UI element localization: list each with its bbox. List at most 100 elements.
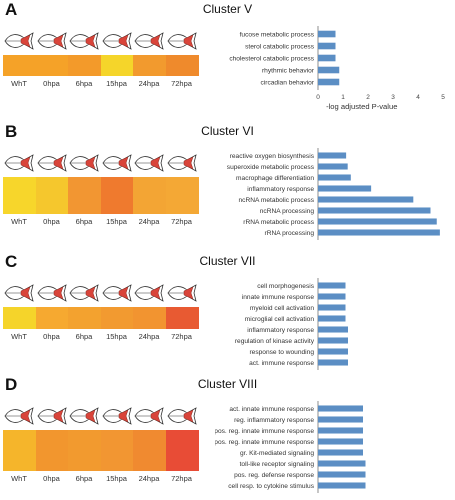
heatmap-cell — [100, 177, 134, 214]
timepoint-label: 0hpa — [43, 474, 60, 483]
fish-fin-icon — [134, 30, 164, 57]
fish-fin-icon — [4, 282, 34, 309]
bar — [318, 359, 348, 366]
timepoint-label: WhT — [11, 332, 27, 341]
heatmap-cell — [35, 177, 69, 214]
category-label: ncRNA processing — [260, 208, 315, 215]
timepoint-label: 24hpa — [138, 217, 160, 226]
fish-fin-icon — [37, 30, 67, 57]
category-label: inflammatory response — [247, 186, 314, 193]
fish-fin-icon — [69, 30, 99, 57]
bar — [318, 78, 340, 86]
x-tick-label: 5 — [441, 94, 445, 101]
heatmap-cell — [165, 55, 199, 76]
fish-fin-icon — [4, 405, 34, 432]
bar — [318, 207, 431, 214]
category-label: act. immune response — [249, 360, 314, 367]
fish-fin-icon — [134, 405, 164, 432]
heatmap-cell — [100, 55, 134, 76]
category-label: reactive oxygen biosynthesis — [230, 153, 315, 160]
bar — [318, 471, 366, 478]
timepoint-label: 72hpa — [171, 217, 192, 226]
panel-b: B Cluster VI WhT 0hpa 6hpa 15hpa 24hpa 72hpa … — [0, 122, 455, 244]
bar — [318, 229, 440, 236]
timepoint-label: 6hpa — [75, 332, 93, 341]
category-label: pos. reg. innate immune response — [215, 439, 314, 446]
timepoint-label: 72hpa — [171, 474, 192, 483]
category-label: pos. reg. defense response — [234, 472, 314, 479]
timepoint-label: 15hpa — [106, 474, 127, 483]
panel-title: Cluster VI — [201, 124, 254, 138]
x-tick-label: 4 — [416, 94, 420, 101]
bar — [318, 152, 347, 159]
timepoint-label: WhT — [11, 474, 27, 483]
bar — [318, 337, 348, 344]
category-label: response to wounding — [249, 349, 314, 356]
timepoint-label: 15hpa — [106, 332, 127, 341]
heatmap-strip — [3, 55, 199, 76]
bar-chart: reactive oxygen biosynthesis superoxide m… — [227, 148, 440, 240]
timepoint-label: 0hpa — [43, 217, 60, 226]
x-tick-label: 3 — [391, 94, 395, 101]
timepoint-label: 6hpa — [75, 474, 93, 483]
panel-title: Cluster VIII — [197, 377, 258, 391]
fish-fin-icon — [37, 152, 67, 179]
category-label: act. innate immune response — [229, 406, 314, 413]
heatmap-cell — [35, 55, 69, 76]
bar — [318, 163, 348, 170]
panel-a: A Cluster V WhT 0hpa 6hpa 15hpa 24hpa 72hpa f… — [0, 0, 455, 122]
fish-fin-icon — [134, 152, 164, 179]
fish-fin-icon — [69, 282, 99, 309]
heatmap-strip — [3, 307, 199, 329]
bar — [318, 282, 346, 289]
fish-fin-icon — [102, 30, 132, 57]
fish-fin-icon — [102, 282, 132, 309]
category-label: rhythmic behavior — [262, 67, 315, 74]
bar — [318, 460, 366, 467]
timepoint-label: 0hpa — [43, 332, 60, 341]
bar-chart: cell morphogenesis innate immune response… — [235, 278, 348, 370]
heatmap-cell — [165, 430, 199, 471]
category-label: fucose metabolic process — [240, 31, 315, 38]
bar — [318, 196, 414, 203]
bar — [318, 438, 363, 445]
heatmap-cell — [165, 177, 199, 214]
bar — [318, 293, 346, 300]
bar — [318, 30, 336, 38]
heatmap-cell — [3, 307, 36, 329]
fish-fin-icon — [167, 30, 197, 57]
fish-fin-icon — [102, 152, 132, 179]
bar — [318, 185, 372, 192]
fish-fin-icon — [167, 405, 197, 432]
panel-title: Cluster VII — [199, 254, 256, 268]
heatmap-cell — [68, 430, 101, 471]
category-label: cholesterol catabolic process — [229, 55, 314, 62]
heatmap-cell — [133, 55, 166, 76]
heatmap-cell — [100, 430, 134, 471]
category-label: macrophage differentiation — [236, 175, 314, 182]
bar — [318, 482, 366, 489]
x-axis-label: -log adjusted P-value — [326, 102, 397, 111]
timepoint-label: WhT — [11, 79, 27, 88]
fish-fin-icon — [167, 282, 197, 309]
bar-chart: act. innate immune response reg. inflamma… — [215, 401, 366, 493]
category-label: pos. reg. innate immune response — [215, 428, 314, 435]
panel-letter: C — [5, 252, 18, 271]
category-label: rRNA metabolic process — [243, 219, 314, 226]
timepoint-label: 6hpa — [75, 79, 93, 88]
timepoint-label: 6hpa — [75, 217, 93, 226]
panel-title: Cluster V — [202, 2, 253, 16]
category-label: rRNA processing — [265, 230, 315, 237]
bar — [318, 42, 336, 50]
bar-chart: fucose metabolic process sterol catabolic… — [229, 26, 445, 111]
panel-letter: B — [5, 122, 18, 141]
heatmap-cell — [133, 430, 166, 471]
category-label: inflammatory response — [247, 327, 314, 334]
heatmap-cell — [3, 177, 36, 214]
heatmap-cell — [3, 430, 36, 471]
bar — [318, 405, 363, 412]
x-tick-label: 1 — [341, 94, 345, 101]
heatmap-cell — [35, 430, 69, 471]
fish-fin-icon — [134, 282, 164, 309]
